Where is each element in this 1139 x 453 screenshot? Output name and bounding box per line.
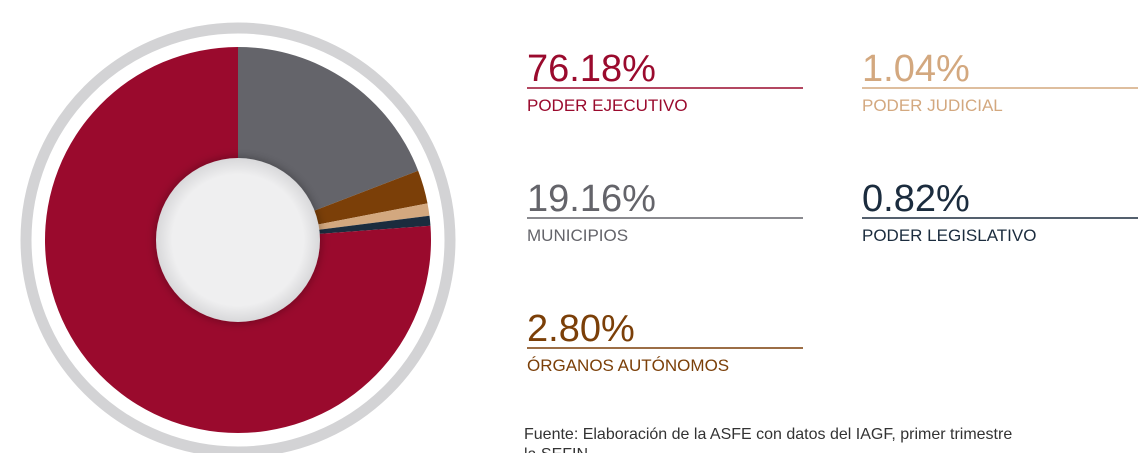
legend-value: 19.16%	[527, 178, 656, 220]
note-line: Fuente: Elaboración de la ASFE con datos…	[524, 426, 1012, 443]
legend-value: 1.04%	[862, 48, 970, 90]
legend-value: 76.18%	[527, 48, 656, 90]
legend: 19.16% MUNICIPIOS 2.80% ÓRGANOS AUTÓNOMOS 1.…	[527, 48, 1138, 375]
donut-hole	[156, 158, 320, 322]
legend-label: PODER LEGISLATIVO	[862, 226, 1036, 245]
note-line: la SEFIN	[524, 446, 588, 453]
outer-ring	[20, 22, 456, 453]
legend-label: MUNICIPIOS	[527, 226, 628, 245]
source-note: Fuente: Elaboración de la ASFE con datos…	[524, 426, 1012, 453]
legend-value: 2.80%	[527, 308, 635, 350]
legend-label: ÓRGANOS AUTÓNOMOS	[527, 356, 729, 375]
legend-label: PODER JUDICIAL	[862, 96, 1003, 115]
legend-value: 0.82%	[862, 178, 970, 220]
legend-label: PODER EJECUTIVO	[527, 96, 688, 115]
